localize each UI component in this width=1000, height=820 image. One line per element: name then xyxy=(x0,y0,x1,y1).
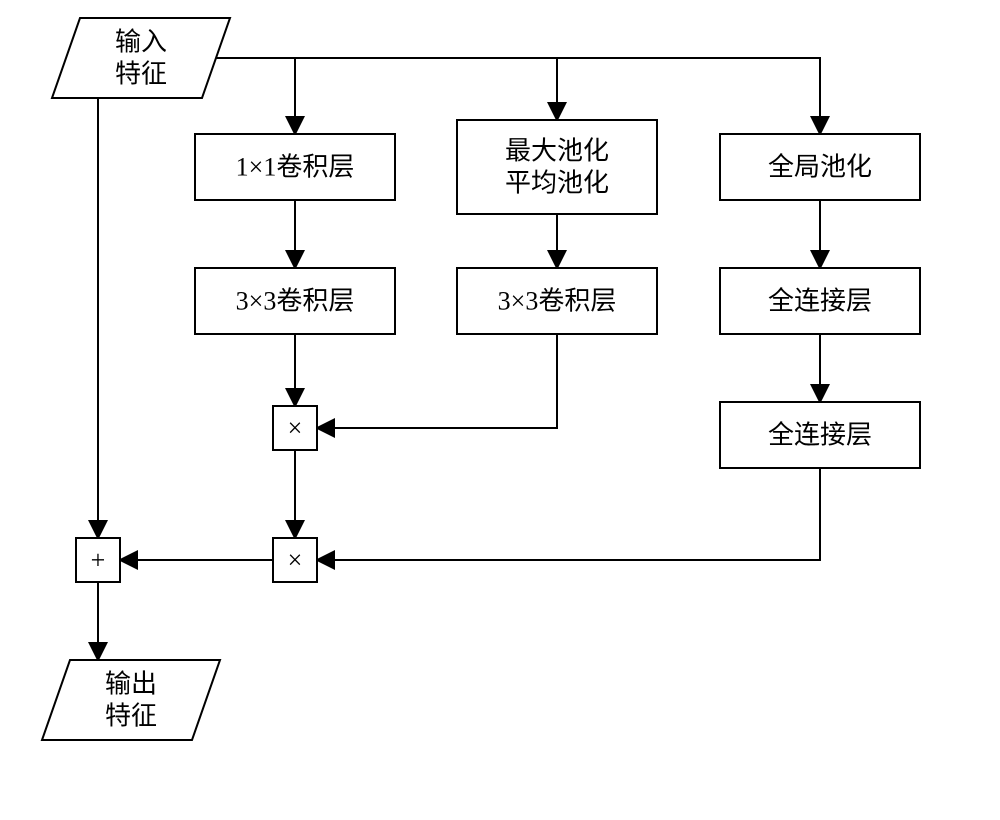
pool-label: 最大池化 xyxy=(505,137,609,166)
conv1-label: 1×1卷积层 xyxy=(236,153,355,182)
edge-11 xyxy=(317,468,820,560)
conv3b-label: 3×3卷积层 xyxy=(498,287,617,316)
conv3a-label: 3×3卷积层 xyxy=(236,287,355,316)
gpool-label: 全局池化 xyxy=(768,153,872,182)
add-symbol: + xyxy=(91,546,106,575)
output-label: 输出 xyxy=(105,670,157,699)
fc1-label: 全连接层 xyxy=(768,287,872,316)
mul2-symbol: × xyxy=(288,546,303,575)
fc2-label: 全连接层 xyxy=(768,421,872,450)
pool-node xyxy=(457,120,657,214)
pool-label: 平均池化 xyxy=(505,169,609,198)
output-label: 特征 xyxy=(105,702,157,731)
flowchart: 输入特征1×1卷积层3×3卷积层最大池化平均池化3×3卷积层全局池化全连接层全连… xyxy=(0,0,1000,820)
input-label: 输入 xyxy=(115,28,167,57)
input-label: 特征 xyxy=(115,60,167,89)
edge-9 xyxy=(317,334,557,428)
mul1-symbol: × xyxy=(288,414,303,443)
